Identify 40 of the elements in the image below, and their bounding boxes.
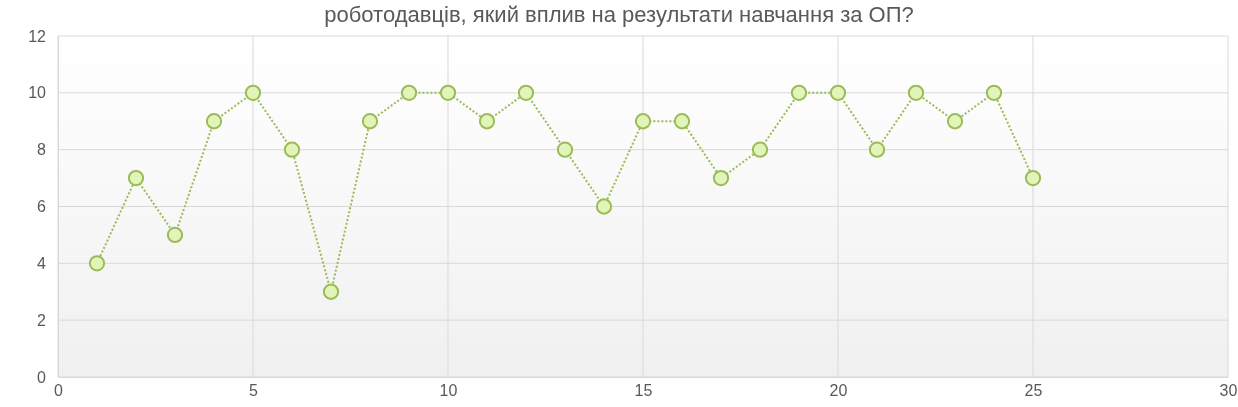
point (634, 113, 652, 130)
x-tick-label: 15 (634, 382, 653, 400)
point (205, 113, 223, 130)
y-tick-label: 10 (28, 84, 47, 102)
point (595, 198, 613, 215)
point (712, 169, 730, 187)
x-tick-label: 25 (1024, 382, 1043, 400)
chart-title: роботодавців, який вплив на результати навчання за ОП? (324, 2, 914, 27)
point (907, 84, 925, 101)
y-tick-label: 6 (37, 198, 47, 216)
point (946, 113, 964, 130)
point (88, 255, 106, 272)
point (790, 84, 808, 101)
y-tick-label: 12 (28, 27, 47, 45)
point (673, 113, 691, 130)
point (478, 113, 496, 130)
point (751, 141, 769, 158)
x-tick-label: 5 (249, 382, 259, 400)
point (517, 84, 535, 101)
y-tick-label: 2 (37, 311, 47, 329)
x-tick-label: 10 (439, 382, 458, 400)
point (322, 283, 340, 300)
y-tick-label: 0 (37, 368, 47, 386)
point (985, 84, 1003, 101)
point (283, 141, 301, 158)
point (829, 84, 847, 101)
point (868, 141, 886, 158)
x-tick-label: 20 (829, 382, 848, 400)
point (361, 113, 379, 130)
point (556, 141, 574, 158)
x-tick-label: 30 (1219, 382, 1238, 400)
y-tick-label: 8 (37, 141, 47, 159)
y-tick-label: 4 (37, 254, 47, 272)
x-tick-label: 0 (54, 382, 64, 400)
point (244, 84, 262, 101)
point (166, 226, 184, 244)
point (439, 84, 457, 101)
point (1024, 169, 1042, 187)
point (400, 84, 418, 101)
point (127, 169, 145, 187)
